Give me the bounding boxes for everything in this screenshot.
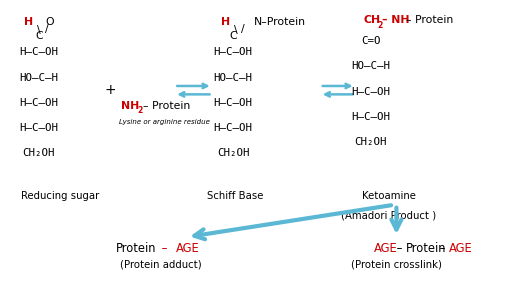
Text: H–C–OH: H–C–OH xyxy=(351,112,390,122)
Text: – NH: – NH xyxy=(382,15,410,25)
Text: (Amadori Product ): (Amadori Product ) xyxy=(341,211,436,221)
Text: C: C xyxy=(229,31,237,41)
Text: H–C–OH: H–C–OH xyxy=(214,123,252,133)
Text: – Protein: – Protein xyxy=(406,15,453,25)
Text: Reducing sugar: Reducing sugar xyxy=(21,191,99,201)
Text: C=O: C=O xyxy=(361,36,380,46)
Text: –: – xyxy=(393,242,406,255)
Text: –: – xyxy=(158,242,171,255)
Text: N–Protein: N–Protein xyxy=(253,17,306,27)
Text: AGE: AGE xyxy=(449,242,473,255)
Text: (Protein crosslink): (Protein crosslink) xyxy=(351,260,442,270)
Text: HO–C–H: HO–C–H xyxy=(214,72,252,83)
Text: /: / xyxy=(242,24,245,34)
Text: Schiff Base: Schiff Base xyxy=(207,191,264,201)
Text: /: / xyxy=(45,24,49,34)
Text: H–C–OH: H–C–OH xyxy=(351,87,390,97)
Text: Ketoamine: Ketoamine xyxy=(362,191,416,201)
Text: (Protein adduct): (Protein adduct) xyxy=(120,260,201,270)
Text: AGE: AGE xyxy=(373,242,397,255)
Text: Protein: Protein xyxy=(406,242,446,255)
Text: –: – xyxy=(436,242,449,255)
Text: Lysine or arginine residue: Lysine or arginine residue xyxy=(119,119,210,125)
Text: \: \ xyxy=(234,25,238,35)
Text: H–C–OH: H–C–OH xyxy=(214,47,252,57)
Text: H–C–OH: H–C–OH xyxy=(214,98,252,108)
Text: HO–C–H: HO–C–H xyxy=(351,62,390,71)
Text: H: H xyxy=(221,17,230,27)
Text: HO–C–H: HO–C–H xyxy=(19,72,58,83)
Text: CH: CH xyxy=(363,15,380,25)
Text: CH₂OH: CH₂OH xyxy=(217,148,249,158)
Text: \: \ xyxy=(37,25,41,35)
Text: O: O xyxy=(45,17,54,27)
Text: – Protein: – Protein xyxy=(143,101,190,110)
Text: H–C–OH: H–C–OH xyxy=(19,98,58,108)
Text: Protein: Protein xyxy=(116,242,157,255)
Text: 2: 2 xyxy=(138,106,143,115)
Text: 2: 2 xyxy=(377,21,382,30)
Text: AGE: AGE xyxy=(176,242,200,255)
Text: NH: NH xyxy=(121,101,139,110)
Text: CH₂OH: CH₂OH xyxy=(355,137,387,147)
Text: C: C xyxy=(35,31,43,41)
Text: +: + xyxy=(105,83,116,97)
Text: H–C–OH: H–C–OH xyxy=(19,47,58,57)
Text: H–C–OH: H–C–OH xyxy=(19,123,58,133)
Text: CH₂OH: CH₂OH xyxy=(23,148,55,158)
Text: H: H xyxy=(24,17,33,27)
